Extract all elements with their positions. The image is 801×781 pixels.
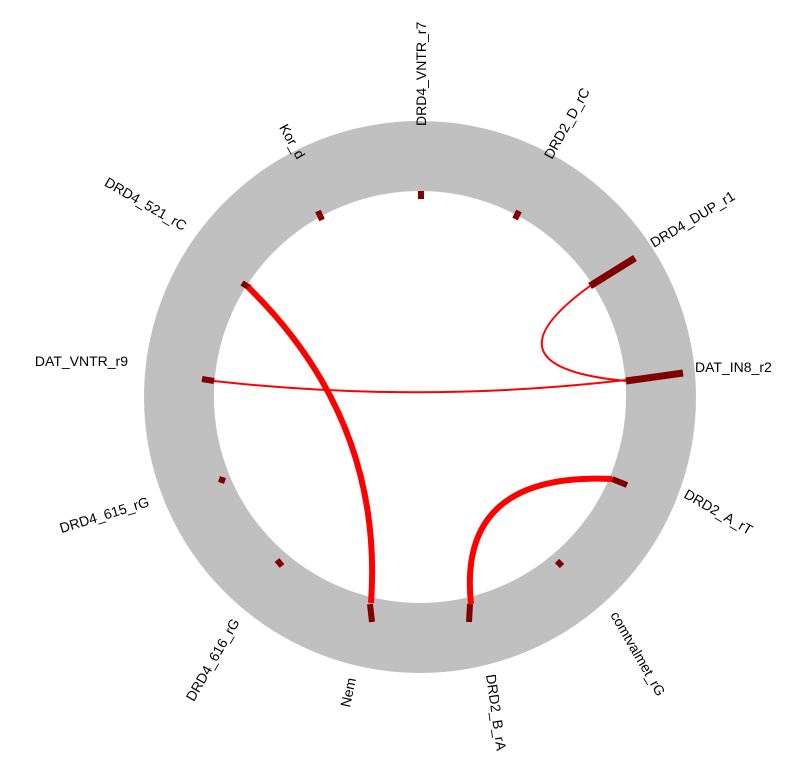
label-drd4-dup-r1: DRD4_DUP_r1 xyxy=(647,187,737,250)
label-comtvalmet-rg: comtvalmet_rG xyxy=(607,609,668,699)
tick-kor-d xyxy=(315,209,325,222)
tick-dat-in8-r2 xyxy=(625,369,684,385)
label-nem: Nem xyxy=(337,676,359,708)
tick-drd2-d-rc xyxy=(512,209,522,221)
tick-drd4-616-rg xyxy=(274,558,285,568)
outer-ring xyxy=(144,121,696,673)
label-drd2-b-ra: DRD2_B_rA xyxy=(483,673,510,752)
label-dat-in8-r2: DAT_IN8_r2 xyxy=(695,359,772,375)
label-dat-vntr-r9: DAT_VNTR_r9 xyxy=(35,353,128,369)
label-drd4-615-rg: DRD4_615_rG xyxy=(58,494,151,536)
label-drd4-vntr-r7: DRD4_VNTR_r7 xyxy=(413,22,429,126)
label-drd2-a-rt: DRD2_A_rT xyxy=(682,486,756,538)
tick-nem xyxy=(367,603,375,623)
link-dat-vntr-r9-dat-in8-r2 xyxy=(213,379,627,394)
tick-drd2-b-ra xyxy=(466,603,473,623)
link-drd2-a-rt-drd2-b-ra xyxy=(466,475,613,605)
tick-drd4-dup-r1 xyxy=(588,255,637,289)
link-drd4-521-rc-nem xyxy=(245,284,376,604)
label-drd2-d-rc: DRD2_D_rC xyxy=(541,85,593,161)
links xyxy=(213,284,627,605)
tick-marks xyxy=(201,191,684,623)
label-kor-d: Kor_d xyxy=(276,121,308,161)
tick-comtvalmet-rg xyxy=(554,558,565,569)
label-drd4-521-rc: DRD4_521_rC xyxy=(102,174,190,234)
tick-drd4-615-rg xyxy=(218,476,226,484)
label-drd4-616-rg: DRD4_616_rG xyxy=(182,616,242,704)
tick-dat-vntr-r9 xyxy=(201,376,215,384)
tick-drd2-a-rt xyxy=(610,476,629,488)
link-drd4-dup-r1-dat-in8-r2 xyxy=(540,285,627,382)
